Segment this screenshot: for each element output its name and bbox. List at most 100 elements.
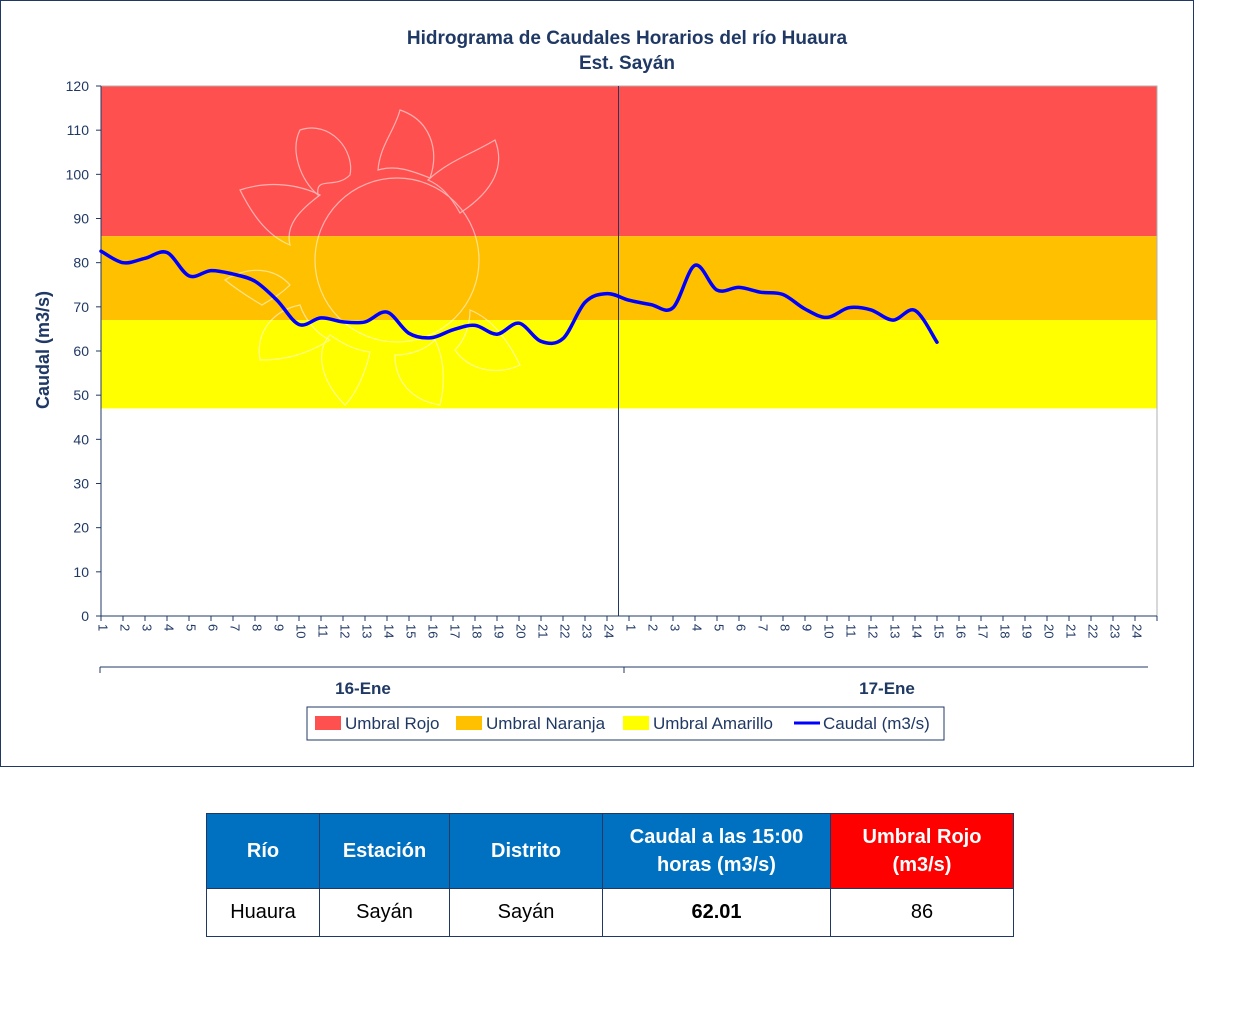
flow-point <box>363 320 367 324</box>
flow-point <box>781 292 785 296</box>
x-tick-label: 22 <box>558 624 573 638</box>
x-tick-label: 19 <box>492 624 507 638</box>
x-tick-label: 12 <box>338 624 353 638</box>
flow-point <box>891 318 895 322</box>
flow-point <box>187 274 191 278</box>
x-tick-label: 4 <box>690 624 705 631</box>
y-tick-label: 30 <box>73 476 89 492</box>
flow-point <box>561 337 565 341</box>
threshold-band-0 <box>101 86 1157 237</box>
flow-point <box>451 328 455 332</box>
x-tick-label: 6 <box>734 624 749 631</box>
flow-point <box>121 261 125 265</box>
threshold-band-2 <box>101 320 1157 409</box>
flow-point <box>847 306 851 310</box>
flow-point <box>429 336 433 340</box>
x-tick-label: 23 <box>1108 624 1123 638</box>
flow-point <box>583 300 587 304</box>
flow-point <box>99 249 103 253</box>
y-tick-label: 40 <box>73 431 89 447</box>
y-axis-label: Caudal (m3/s) <box>33 291 53 409</box>
flow-point <box>517 321 521 325</box>
hydrograph-chart: Hidrograma de Caudales Horarios del río … <box>33 28 1158 741</box>
flow-point <box>649 303 653 307</box>
flow-point <box>715 288 719 292</box>
legend-swatch-orange <box>456 716 482 730</box>
summary-table: Río Estación Distrito Caudal a las 15:00… <box>206 813 1014 937</box>
x-tick-label: 19 <box>1020 624 1035 638</box>
x-tick-label: 7 <box>756 624 771 631</box>
legend-label-red: Umbral Rojo <box>345 714 439 733</box>
day-labels: 16-Ene 17-Ene <box>99 666 1148 698</box>
x-tick-label: 24 <box>1130 624 1145 638</box>
x-tick-label: 15 <box>404 624 419 638</box>
flow-point <box>935 340 939 344</box>
chart-title: Hidrograma de Caudales Horarios del río … <box>407 28 848 49</box>
x-tick-label: 13 <box>888 624 903 638</box>
x-tick-label: 10 <box>822 624 837 638</box>
x-tick-label: 11 <box>316 624 331 638</box>
y-tick-label: 100 <box>66 166 90 182</box>
x-tick-label: 18 <box>998 624 1013 638</box>
cell-red-threshold: 86 <box>830 888 1014 937</box>
x-tick-label: 9 <box>272 624 287 631</box>
flow-points <box>99 249 939 344</box>
x-tick-label: 2 <box>646 624 661 631</box>
y-tick-label: 0 <box>81 608 89 624</box>
legend-label-line: Caudal (m3/s) <box>823 714 930 733</box>
x-tick-label: 2 <box>118 624 133 631</box>
flow-point <box>605 292 609 296</box>
flow-point <box>407 331 411 335</box>
flow-point <box>253 279 257 283</box>
y-tick-label: 120 <box>66 78 90 94</box>
flow-point <box>825 315 829 319</box>
x-tick-label: 16 <box>426 624 441 638</box>
x-tick-label: 21 <box>1064 624 1079 638</box>
flow-point <box>165 251 169 255</box>
flow-point <box>495 332 499 336</box>
flow-point <box>671 306 675 310</box>
header-station: Estación <box>319 813 450 889</box>
x-axis: 1 2 3 4 5 6 7 8 9 10 11 12 13 14 15 16 17 18 19 20 21 22 23 24 1… <box>96 615 1158 638</box>
flow-point <box>539 339 543 343</box>
x-tick-label: 14 <box>382 624 397 638</box>
flow-point <box>803 307 807 311</box>
threshold-bands <box>100 85 1158 617</box>
x-tick-label: 1 <box>624 624 639 631</box>
flow-point <box>473 323 477 327</box>
header-red-threshold: Umbral Rojo (m3/s) <box>830 813 1014 889</box>
y-tick-label: 80 <box>73 255 89 271</box>
y-tick-label: 90 <box>73 211 89 227</box>
y-axis: 0 10 20 30 40 50 60 70 80 90 100 110 120 <box>66 78 102 624</box>
header-river: Río <box>206 813 320 889</box>
x-tick-label: 11 <box>844 624 859 638</box>
cell-district: Sayán <box>449 888 603 937</box>
x-tick-label: 21 <box>536 624 551 638</box>
x-tick-label: 20 <box>1042 624 1057 638</box>
x-tick-label: 7 <box>228 624 243 631</box>
x-tick-label: 12 <box>866 624 881 638</box>
legend-swatch-yellow <box>623 716 649 730</box>
x-tick-label: 8 <box>250 624 265 631</box>
x-tick-label: 18 <box>470 624 485 638</box>
cell-station: Sayán <box>319 888 450 937</box>
x-tick-label: 6 <box>206 624 221 631</box>
x-tick-label: 5 <box>184 624 199 631</box>
flow-point <box>275 298 279 302</box>
header-district: Distrito <box>449 813 603 889</box>
flow-point <box>693 263 697 267</box>
y-tick-label: 70 <box>73 299 89 315</box>
flow-point <box>143 256 147 260</box>
y-tick-label: 10 <box>73 564 89 580</box>
x-tick-label: 23 <box>580 624 595 638</box>
flow-point <box>319 316 323 320</box>
chart-subtitle: Est. Sayán <box>579 53 675 74</box>
x-tick-label: 4 <box>162 624 177 631</box>
y-tick-label: 60 <box>73 343 89 359</box>
x-tick-label: 8 <box>778 624 793 631</box>
flow-point <box>209 269 213 273</box>
x-tick-label: 10 <box>294 624 309 638</box>
cell-river: Huaura <box>206 888 320 937</box>
flow-point <box>627 298 631 302</box>
legend-swatch-red <box>315 716 341 730</box>
